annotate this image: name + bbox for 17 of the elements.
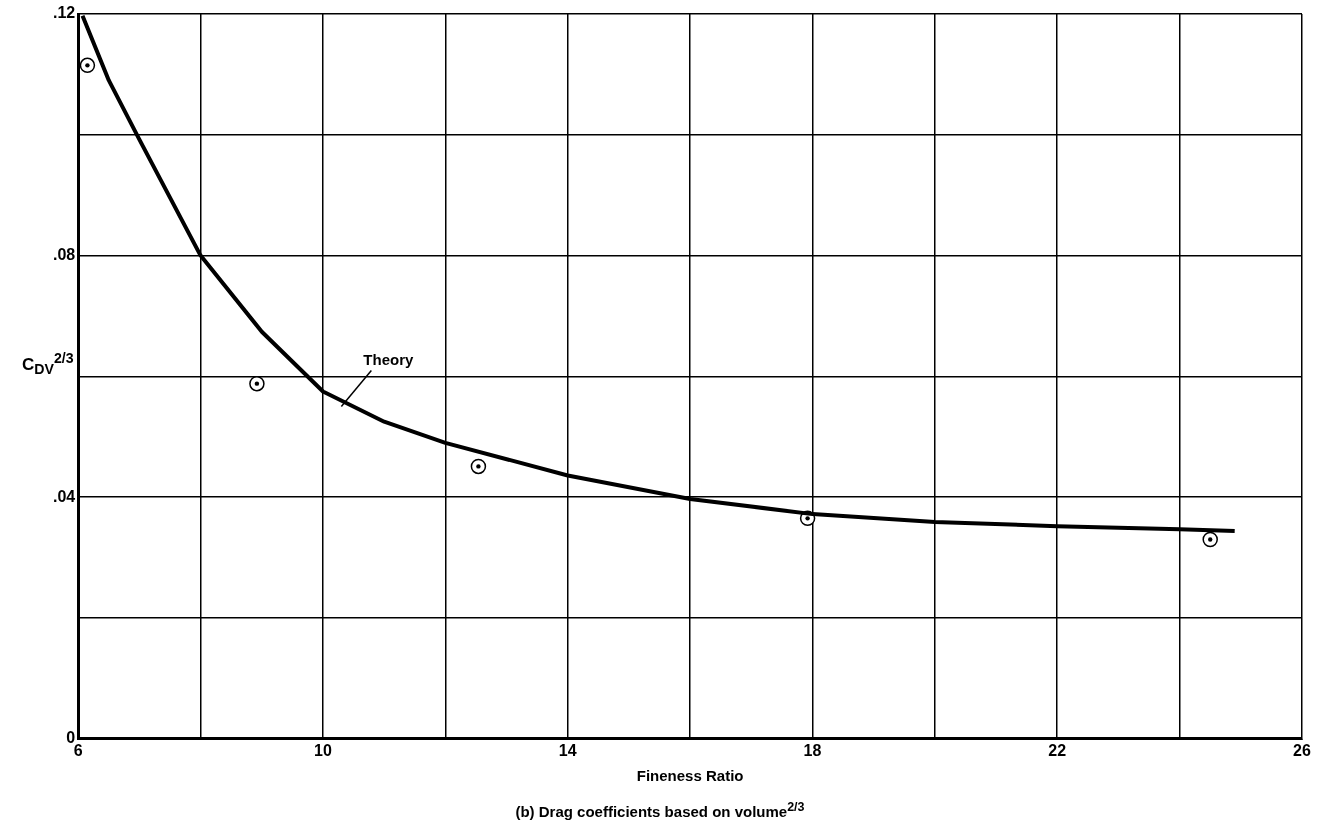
y-tick-label: 0 (66, 729, 76, 747)
point (249, 375, 265, 392)
point (470, 458, 487, 475)
x-tick-label: 22 (1048, 741, 1067, 759)
x-tick-label: 14 (558, 741, 577, 759)
x-axis-title: Fineness Ratio (636, 767, 744, 785)
x-tick-label: 18 (803, 741, 822, 759)
point (1202, 531, 1218, 548)
y-tick-label: .12 (52, 4, 76, 22)
x-tick-label: 6 (73, 741, 83, 759)
y-tick-label: .08 (52, 246, 76, 264)
y-tick-label: .04 (52, 487, 76, 505)
x-tick-label: 10 (314, 741, 332, 759)
x-tick-label: 26 (1293, 741, 1311, 759)
annotation: Theory (363, 351, 415, 369)
point (79, 57, 96, 74)
text: (b) Drag coefficients based on volume$^{2/3}$ (514, 800, 806, 820)
